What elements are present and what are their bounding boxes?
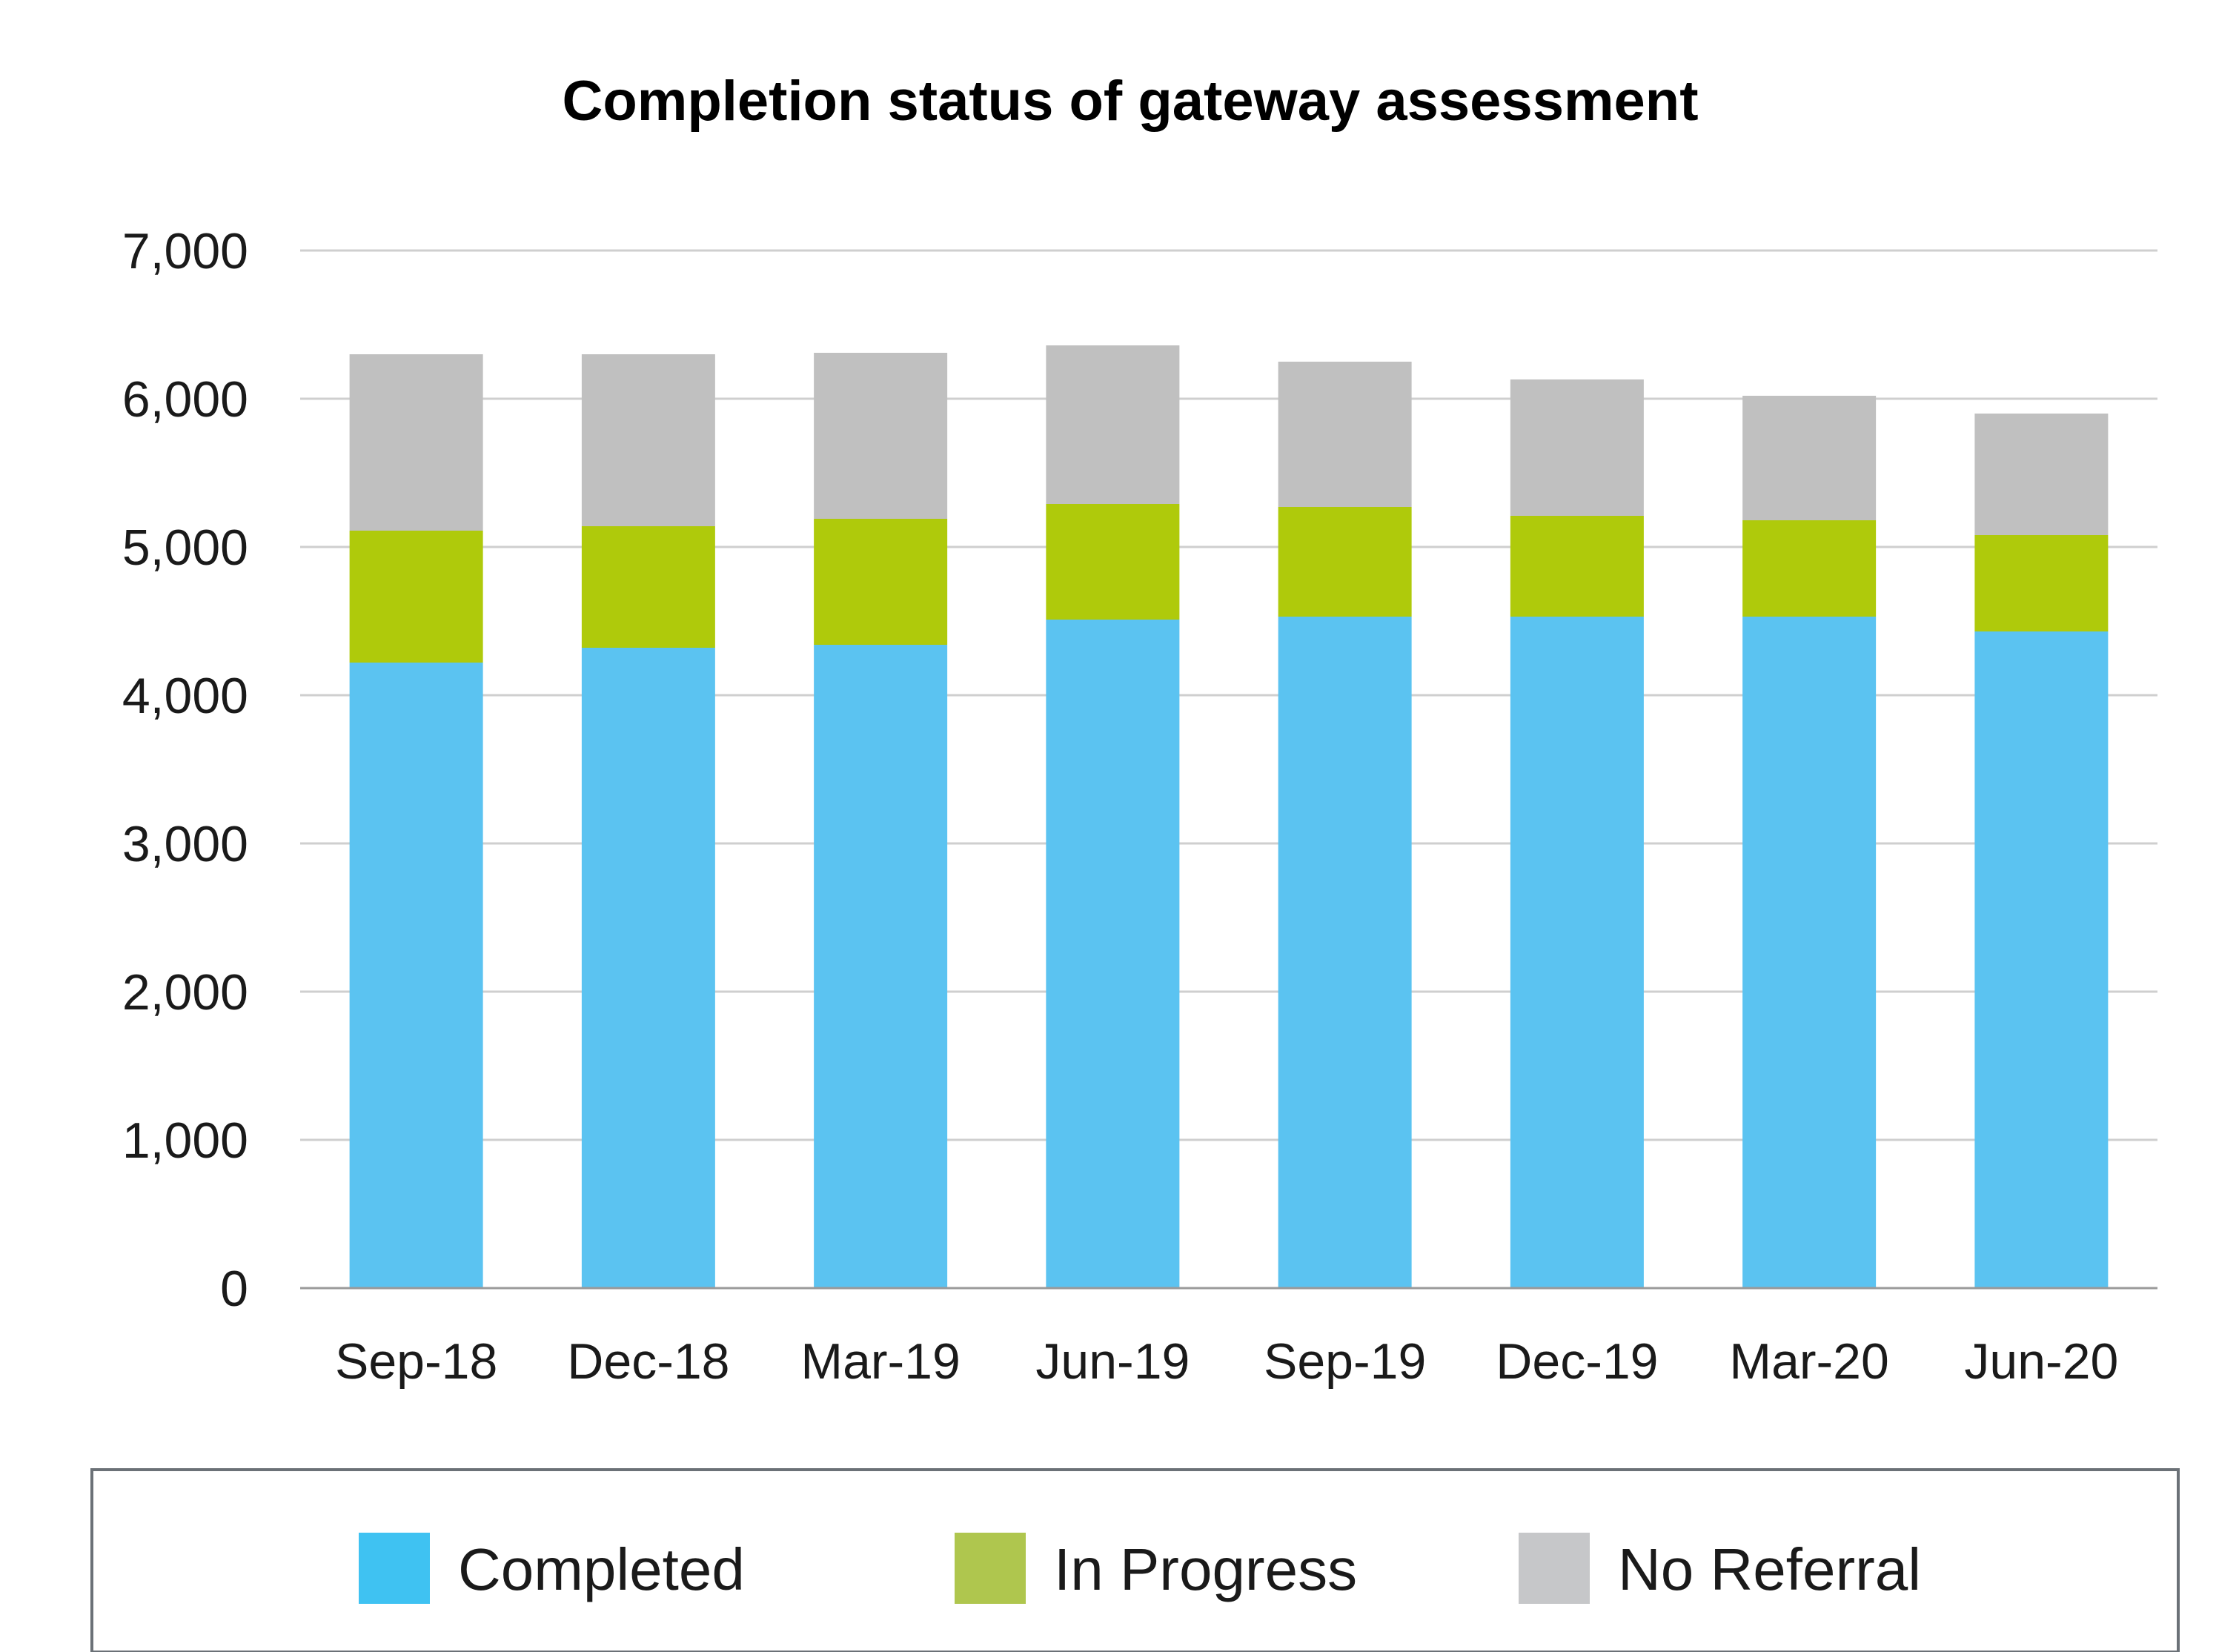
legend-label-completed: Completed bbox=[458, 1536, 745, 1602]
bar-in-progress-sep-18 bbox=[349, 531, 483, 663]
bar-no-referral-sep-19 bbox=[1278, 362, 1412, 507]
y-tick-label: 6,000 bbox=[122, 371, 248, 428]
legend: Completed In Progress No Referral bbox=[359, 1533, 1921, 1604]
chart-title: Completion status of gateway assessment bbox=[562, 70, 1698, 133]
bar-completed-dec-18 bbox=[581, 648, 715, 1288]
y-tick-label: 4,000 bbox=[122, 668, 248, 724]
y-tick-label: 7,000 bbox=[122, 223, 248, 279]
bar-in-progress-sep-19 bbox=[1278, 507, 1412, 617]
legend-swatch-in-progress bbox=[955, 1533, 1026, 1604]
y-axis-ticks: 0 1,000 2,000 3,000 4,000 5,000 6,000 7,000 bbox=[122, 223, 248, 1317]
bar-in-progress-jun-19 bbox=[1046, 504, 1180, 620]
bar-in-progress-mar-19 bbox=[814, 519, 948, 645]
bars bbox=[349, 345, 2109, 1288]
bar-no-referral-mar-20 bbox=[1742, 396, 1877, 520]
x-tick-label: Jun-19 bbox=[1035, 1333, 1190, 1390]
bar-no-referral-jun-20 bbox=[1974, 414, 2109, 535]
y-tick-label: 2,000 bbox=[122, 964, 248, 1021]
bar-completed-jun-19 bbox=[1046, 620, 1180, 1288]
bar-completed-dec-19 bbox=[1510, 617, 1644, 1288]
bar-no-referral-sep-18 bbox=[349, 354, 483, 531]
x-axis-ticks: Sep-18 Dec-18 Mar-19 Jun-19 Sep-19 Dec-19 Mar-… bbox=[335, 1333, 2118, 1390]
legend-box bbox=[90, 1468, 2180, 1652]
x-tick-label: Mar-19 bbox=[800, 1333, 960, 1390]
bar-no-referral-dec-18 bbox=[581, 354, 715, 526]
bar-completed-sep-19 bbox=[1278, 617, 1412, 1288]
x-tick-label: Jun-20 bbox=[1964, 1333, 2118, 1390]
x-tick-label: Dec-19 bbox=[1496, 1333, 1658, 1390]
bar-in-progress-dec-18 bbox=[581, 526, 715, 648]
bar-in-progress-jun-20 bbox=[1974, 535, 2109, 631]
bar-completed-mar-20 bbox=[1742, 617, 1877, 1288]
legend-swatch-completed bbox=[359, 1533, 430, 1604]
legend-label-no-referral: No Referral bbox=[1618, 1536, 1921, 1602]
bar-completed-mar-19 bbox=[814, 645, 948, 1288]
legend-label-in-progress: In Progress bbox=[1054, 1536, 1357, 1602]
y-tick-label: 1,000 bbox=[122, 1112, 248, 1169]
bar-no-referral-mar-19 bbox=[814, 353, 948, 519]
bar-in-progress-mar-20 bbox=[1742, 520, 1877, 617]
bar-no-referral-dec-19 bbox=[1510, 379, 1644, 516]
y-tick-label: 5,000 bbox=[122, 520, 248, 576]
bar-completed-sep-18 bbox=[349, 663, 483, 1288]
x-tick-label: Dec-18 bbox=[567, 1333, 729, 1390]
bar-in-progress-dec-19 bbox=[1510, 516, 1644, 617]
bar-no-referral-jun-19 bbox=[1046, 345, 1180, 504]
y-tick-label: 0 bbox=[220, 1261, 248, 1317]
x-tick-label: Sep-19 bbox=[1264, 1333, 1426, 1390]
bar-completed-jun-20 bbox=[1974, 631, 2109, 1288]
x-tick-label: Mar-20 bbox=[1729, 1333, 1888, 1390]
gridlines bbox=[300, 249, 2157, 1141]
legend-swatch-no-referral bbox=[1519, 1533, 1590, 1604]
x-tick-label: Sep-18 bbox=[335, 1333, 497, 1390]
y-tick-label: 3,000 bbox=[122, 816, 248, 872]
